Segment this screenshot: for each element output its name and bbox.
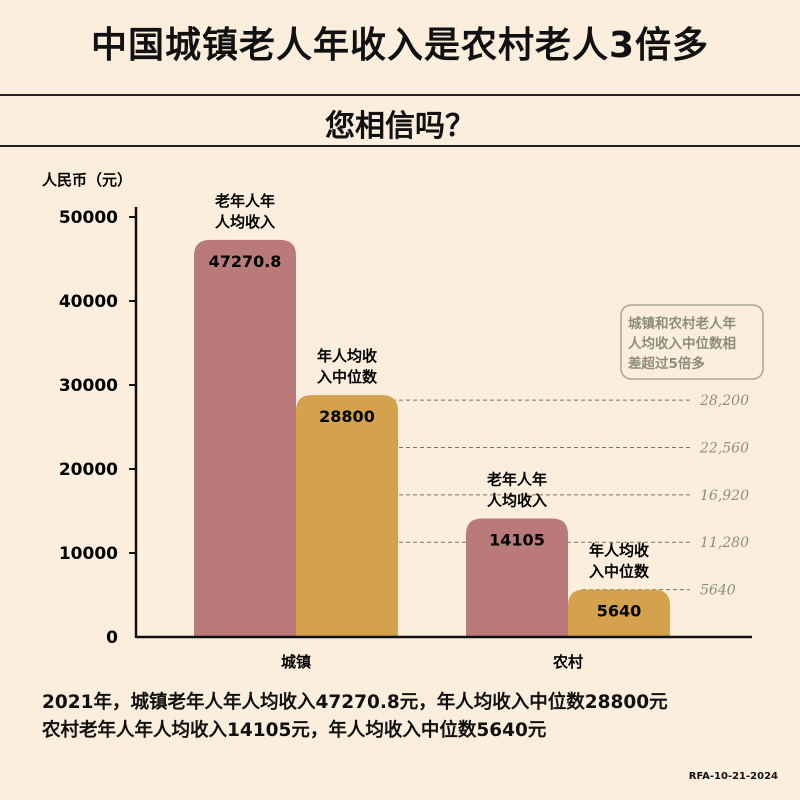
footer-line-rural: 农村老年人年人均收入14105元，年人均收入中位数5640元 [42, 720, 547, 741]
bar-value-label: 47270.8 [209, 252, 282, 271]
bar-series-label: 老年人年 [486, 471, 547, 489]
source-credit: RFA-10-21-2024 [688, 771, 778, 782]
title-divider [0, 94, 800, 96]
bar-value-label: 14105 [489, 531, 545, 550]
page-subtitle: 您相信吗？ [325, 109, 475, 144]
guide-label: 22,560 [699, 440, 749, 456]
y-axis-label: 人民币（元） [42, 171, 132, 189]
bar-mean-income [466, 518, 568, 637]
bar-median-income [296, 395, 398, 637]
bar-series-label: 老年人年 [214, 192, 275, 210]
y-tick-label: 50000 [59, 208, 118, 228]
y-tick-label: 10000 [59, 544, 118, 564]
annotation-text: 城镇和农村老人年 [628, 315, 736, 332]
subtitle-divider [0, 145, 800, 147]
page-title: 中国城镇老人年收入是农村老人3倍多 [90, 25, 710, 66]
footer-line-urban: 2021年，城镇老年人年人均收入47270.8元，年人均收入中位数28800元 [42, 692, 668, 713]
bar-series-label: 人均收入 [487, 492, 547, 510]
bar-value-label: 28800 [319, 407, 375, 426]
guide-label: 11,280 [700, 535, 749, 551]
guide-label: 5640 [700, 583, 736, 599]
bar-series-label: 入中位数 [317, 368, 378, 386]
x-category-label: 农村 [552, 653, 583, 671]
y-tick-label: 30000 [59, 376, 118, 396]
bar-series-label: 入中位数 [589, 563, 650, 581]
annotation-box [620, 304, 764, 380]
bar-series-label: 年人均收 [317, 347, 377, 365]
annotation-text: 人均收入中位数相 [628, 335, 736, 352]
bar-series-label: 人均收入 [215, 213, 275, 231]
guide-label: 28,200 [699, 393, 749, 409]
annotation-text: 差超过5倍多 [628, 355, 705, 372]
bar-series-label: 年人均收 [589, 542, 649, 560]
income-bar-chart: 人民币（元） 0 10000 20000 30000 40000 50000 28,200 22… [42, 171, 764, 671]
guide-label: 16,920 [700, 488, 749, 504]
y-tick-label: 0 [106, 628, 118, 648]
y-tick-label: 40000 [59, 292, 118, 312]
bar-value-label: 5640 [597, 602, 642, 621]
bar-mean-income [194, 239, 296, 637]
bar-median-income [568, 589, 670, 637]
x-category-label: 城镇 [281, 653, 311, 671]
y-tick-label: 20000 [59, 460, 118, 480]
